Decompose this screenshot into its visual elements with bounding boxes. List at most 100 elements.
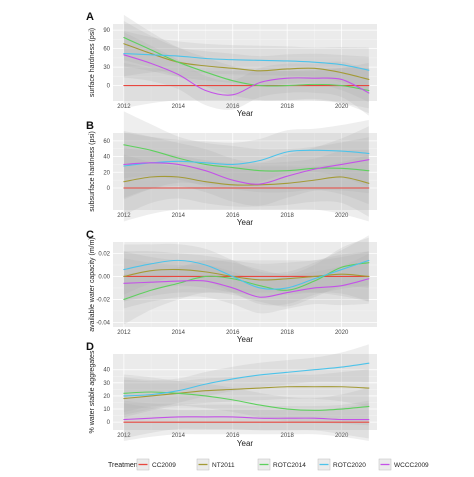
x-tick-label: 2012	[117, 330, 131, 336]
ribbon-rotc2020	[123, 235, 369, 306]
x-tick-label: 2014	[172, 330, 186, 336]
x-tick-label: 2012	[117, 104, 131, 110]
panel-letter: A	[86, 11, 94, 23]
y-tick-label: -0.04	[96, 320, 110, 326]
y-axis-title: available water capacity (m/m)	[89, 237, 96, 332]
series-lines	[123, 362, 370, 423]
legend-item-rotc2014: ROTC2014	[257, 458, 306, 471]
ribbon-rotc2014	[123, 237, 369, 325]
panel-a: 2012 2014 2016 2018 2020 0 30 60 90 A Year surface …	[86, 11, 377, 118]
panel-c: 2012 2014 2016 2018 2020 -0.04 -0.02 0.00 0.02 C Y…	[86, 229, 377, 344]
x-tick-label: 2018	[281, 330, 295, 336]
y-tick-label: 30	[103, 381, 110, 387]
panel-background	[113, 133, 377, 210]
x-axis-title: Year	[237, 439, 254, 448]
series-line-rotc2014	[123, 37, 370, 92]
y-tick-label: 20	[103, 394, 110, 400]
panel-background	[113, 24, 377, 101]
x-tick-label: 2016	[226, 433, 240, 439]
ribbon-rotc2020	[123, 120, 369, 200]
ribbon-rotc2014	[123, 14, 369, 114]
legend-label: NT2011	[212, 462, 235, 469]
x-tick-label: 2012	[117, 433, 131, 439]
x-axis-title: Year	[237, 335, 254, 344]
panels: 2012 2014 2016 2018 20200306090AYearsurface …	[86, 11, 377, 448]
x-tick-label: 2012	[117, 213, 131, 219]
legend-title: Treatment	[108, 462, 140, 469]
x-tick-label: 2020	[335, 104, 349, 110]
series-line-wccc2009	[123, 416, 370, 421]
y-tick-label: 30	[103, 65, 110, 71]
confidence-ribbons	[123, 14, 369, 116]
y-tick-label: 0	[107, 84, 111, 90]
ribbon-rotc2020	[123, 30, 369, 93]
y-axis-title: surface hardness (psi)	[89, 28, 96, 97]
x-tick-label: 2016	[226, 213, 240, 219]
x-tick-label: 2018	[281, 433, 295, 439]
minor-gridlines	[113, 133, 377, 210]
y-tick-label: 60	[103, 139, 110, 145]
minor-gridlines	[113, 242, 377, 327]
legend-item-cc2009: CC2009	[136, 458, 176, 471]
legend-label: WCCC2009	[394, 462, 429, 469]
y-tick-label: 40	[103, 368, 110, 374]
y-axis-title: % water stable aggregates	[89, 350, 96, 433]
minor-gridlines	[113, 24, 377, 101]
series-line-rotc2020	[123, 149, 370, 167]
panel-d: 2012 2014 2016 2018 2020 0 10 20 30 40 D Year % wate…	[86, 341, 377, 448]
x-tick-label: 2020	[335, 213, 349, 219]
legend-label: CC2009	[152, 462, 176, 469]
x-tick-label: 2014	[172, 433, 186, 439]
y-tick-label: 40	[103, 155, 110, 161]
y-tick-label: 0	[107, 420, 111, 426]
series-lines	[123, 144, 370, 189]
x-tick-label: 2018	[281, 104, 295, 110]
panel-letter: B	[86, 120, 94, 132]
x-tick-label: 2014	[172, 104, 186, 110]
panel-b: 2012 2014 2016 2018 2020 0 20 40 60 B Year subsurfa…	[86, 111, 377, 227]
x-tick-label: 2016	[226, 330, 240, 336]
x-tick-label: 2016	[226, 104, 240, 110]
ribbon-nt2011	[123, 21, 369, 103]
series-lines	[123, 37, 370, 96]
minor-gridlines	[113, 354, 377, 430]
y-tick-label: 0.02	[98, 251, 110, 257]
legend-item-nt2011: NT2011	[196, 458, 235, 471]
series-line-nt2011	[123, 175, 370, 186]
y-axis-title: subsurface hardness (psi)	[89, 131, 96, 212]
series-line-rotc2020	[123, 362, 370, 397]
ribbon-nt2011	[123, 369, 369, 418]
y-tick-label: 20	[103, 170, 110, 176]
x-tick-label: 2014	[172, 213, 186, 219]
gridlines	[113, 24, 377, 101]
x-tick-label: 2020	[335, 330, 349, 336]
legend: Treatment CC2009 NT2011 ROTC2014 ROTC2020 WC…	[108, 458, 429, 471]
series-line-rotc2014	[123, 391, 370, 411]
series-line-wccc2009	[123, 278, 370, 298]
series-line-wccc2009	[123, 159, 370, 185]
series-line-nt2011	[123, 268, 370, 281]
legend-label: ROTC2014	[273, 462, 306, 469]
y-tick-label: 90	[103, 28, 110, 34]
x-tick-label: 2020	[335, 433, 349, 439]
y-tick-label: 0.00	[98, 274, 110, 280]
series-line-rotc2020	[123, 53, 370, 71]
ribbon-rotc2020	[123, 344, 369, 415]
panel-background	[113, 242, 377, 327]
series-line-rotc2020	[123, 259, 370, 290]
x-axis-title: Year	[237, 218, 254, 227]
y-tick-label: 60	[103, 47, 110, 53]
y-tick-label: 0	[107, 186, 111, 192]
legend-label: ROTC2020	[333, 462, 366, 469]
panel-letter: D	[86, 341, 94, 353]
legend-item-rotc2020: ROTC2020	[317, 458, 366, 471]
panel-letter: C	[86, 229, 94, 241]
y-tick-label: -0.02	[96, 297, 110, 303]
series-line-nt2011	[123, 43, 370, 80]
ribbon-wccc2009	[123, 32, 369, 116]
y-tick-label: 10	[103, 407, 110, 413]
x-axis-title: Year	[237, 109, 254, 118]
series-lines	[123, 259, 370, 300]
series-line-nt2011	[123, 386, 370, 400]
series-line-wccc2009	[123, 54, 370, 96]
